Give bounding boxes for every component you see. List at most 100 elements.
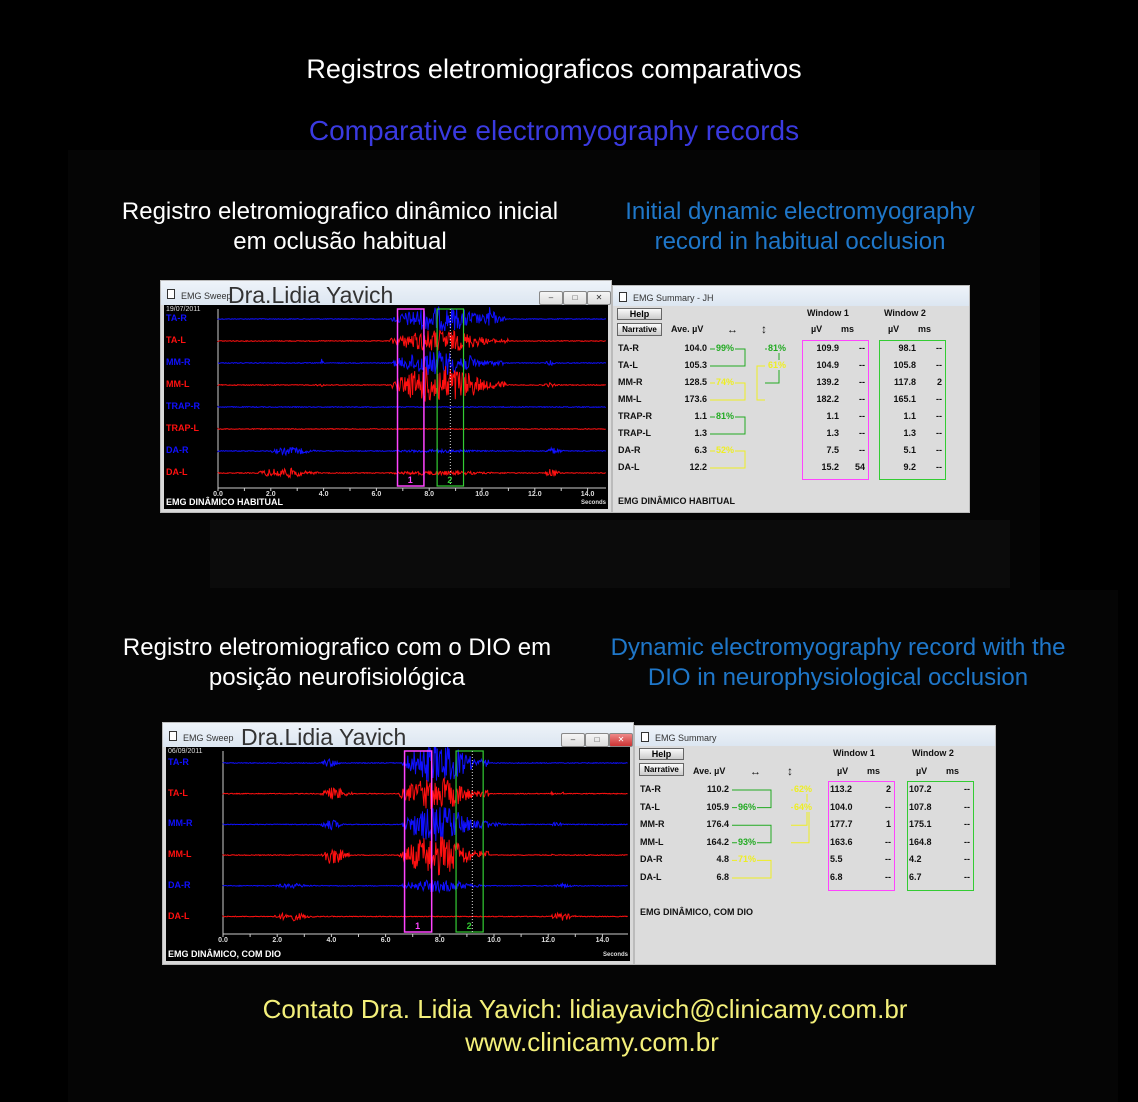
narrative-button[interactable]: Narrative xyxy=(617,323,662,336)
symmetry-percentage: 74% xyxy=(715,377,736,387)
window-1-uv: 104.9 xyxy=(816,360,839,370)
watermark-text: Dra.Lidia Yavich xyxy=(241,724,407,750)
x-tick-label: 12.0 xyxy=(527,491,542,498)
window-1-uv: 15.2 xyxy=(821,462,839,472)
window-2-uv: 165.1 xyxy=(893,394,916,404)
window-2-uv: 117.8 xyxy=(893,377,916,387)
window-title: EMG Summary xyxy=(655,733,717,743)
window-2-ms: -- xyxy=(964,819,970,830)
window-1-header: Window 1 xyxy=(807,308,849,318)
caption-line: record in habitual occlusion xyxy=(654,228,946,255)
emg-trace-trap-l xyxy=(217,427,606,431)
website-link[interactable]: www.clinicamy.com.br xyxy=(465,1027,719,1057)
window-1-ms: -- xyxy=(859,343,865,353)
muscle-name: DA-R xyxy=(640,854,663,865)
x-axis-unit: Seconds xyxy=(580,500,606,506)
window-2-ms: 2 xyxy=(936,377,942,387)
watermark-text: Dra.Lidia Yavich xyxy=(228,282,394,308)
window-2-ms: -- xyxy=(936,462,942,472)
help-button[interactable]: Help xyxy=(617,308,662,320)
window-2-ms: -- xyxy=(964,801,970,812)
emg-trace-da-r xyxy=(222,879,628,894)
contact-line: Contato Dra. Lidia Yavich: lidiayavich@c… xyxy=(262,994,908,1024)
symmetry-percentage: 99% xyxy=(715,343,736,353)
channel-label: TRAP-L xyxy=(166,423,199,433)
connector-line xyxy=(756,365,765,401)
window-2-label: 2 xyxy=(466,921,472,931)
close-button[interactable]: ✕ xyxy=(609,733,633,747)
horizontal-symmetry-icon: ↔ xyxy=(750,766,761,778)
channel-label: TRAP-R xyxy=(166,401,200,411)
emg-summary-window-habitual: EMG Summary - JH Help Narrative Ave. µV ↔ ↕ Wi… xyxy=(612,285,970,513)
emg-trace-ta-r xyxy=(222,747,628,782)
window-1-uv: 7.5 xyxy=(826,445,839,455)
x-tick-label: 2.0 xyxy=(265,491,276,498)
muscle-name: MM-R xyxy=(640,819,665,830)
emg-trace-mm-r xyxy=(222,807,628,842)
narrative-button[interactable]: Narrative xyxy=(639,763,684,776)
caption-line: DIO in neurophysiological occlusion xyxy=(647,664,1029,691)
symmetry-percentage: 62% xyxy=(793,784,814,794)
section1-caption-pt: Registro eletromiografico dinâmico inici… xyxy=(90,197,590,257)
window-2-uv: 9.2 xyxy=(903,462,916,472)
x-tick-label: 6.0 xyxy=(380,937,391,944)
window-1-ms: -- xyxy=(859,411,865,421)
emg-trace-mm-r xyxy=(217,350,607,376)
window-1-ms: -- xyxy=(859,377,865,387)
help-button[interactable]: Help xyxy=(639,748,684,760)
document-icon xyxy=(169,731,177,741)
document-icon xyxy=(641,732,649,742)
window-1-ms: -- xyxy=(885,872,891,882)
maximize-button[interactable]: □ xyxy=(585,733,609,747)
title-bar[interactable]: EMG Sweep Dra.Lidia Yavich – □ ✕ xyxy=(163,723,633,750)
section2-caption-pt: Registro eletromiografico com o DIO em po… xyxy=(87,633,587,693)
window-1-uv: 104.0 xyxy=(830,801,853,812)
emg-plot: 0.0 2.0 4.0 6.0 8.0 10.0 12.0 14.0 Seconds EMG DI… xyxy=(164,305,608,509)
x-tick-label: 4.0 xyxy=(318,491,329,498)
window-1-uv: 163.6 xyxy=(830,836,853,847)
x-tick-label: 12.0 xyxy=(541,937,555,944)
x-tick-label: 14.0 xyxy=(580,491,595,498)
average-uv: 110.2 xyxy=(706,784,729,794)
channel-label: DA-L xyxy=(168,910,190,921)
symmetry-percentage: 81% xyxy=(715,411,736,421)
average-uv: 105.3 xyxy=(684,360,707,370)
emg-summary-window-dio: EMG Summary Help Narrative Ave. µV ↔ ↕ Window … xyxy=(634,725,996,965)
caption-line: posição neurofisiológica xyxy=(208,664,466,691)
window-1-uv: 182.2 xyxy=(816,394,839,404)
x-axis-unit: Seconds xyxy=(602,952,628,958)
muscle-name: MM-R xyxy=(618,377,643,387)
window-2-box xyxy=(879,340,946,480)
caption-line: Initial dynamic electromyography xyxy=(625,198,975,225)
section1-caption-en: Initial dynamic electromyography record i… xyxy=(580,197,1020,257)
symmetry-percentage: 93% xyxy=(737,836,758,847)
average-uv: 105.9 xyxy=(706,801,729,812)
horizontal-symmetry-icon: ↔ xyxy=(727,324,738,336)
maximize-button[interactable]: □ xyxy=(563,291,587,305)
window-2-ms: -- xyxy=(936,445,942,455)
window-2-uv: 105.8 xyxy=(893,360,916,370)
window-2-ms-header: ms xyxy=(918,324,932,334)
average-uv: 6.8 xyxy=(716,872,729,882)
minimize-button[interactable]: – xyxy=(561,733,585,747)
emg-trace-da-r xyxy=(217,446,606,457)
muscle-name: TRAP-L xyxy=(618,428,651,438)
title-bar[interactable]: EMG Summary - JH xyxy=(613,286,969,306)
background-strip xyxy=(210,520,1010,588)
title-bar[interactable]: EMG Sweep Dra.Lidia Yavich – □ ✕ xyxy=(161,281,611,308)
recording-date: 06/09/2011 xyxy=(168,748,203,755)
channel-label: MM-L xyxy=(166,379,190,389)
minimize-button[interactable]: – xyxy=(539,291,563,305)
window-2-ms: -- xyxy=(964,836,970,847)
x-tick-label: 4.0 xyxy=(326,937,337,944)
window-2-ms-header: ms xyxy=(946,766,960,776)
x-tick-label: 10.0 xyxy=(487,937,501,944)
symmetry-percentage: 52% xyxy=(715,445,736,455)
window-2-uv: 175.1 xyxy=(909,819,932,830)
close-button[interactable]: ✕ xyxy=(587,291,611,305)
symmetry-percentage: 71% xyxy=(737,854,758,865)
title-bar[interactable]: EMG Summary xyxy=(635,726,995,746)
window-2-box xyxy=(907,781,974,891)
average-uv: 1.1 xyxy=(694,411,707,421)
x-tick-label: 6.0 xyxy=(371,491,382,498)
